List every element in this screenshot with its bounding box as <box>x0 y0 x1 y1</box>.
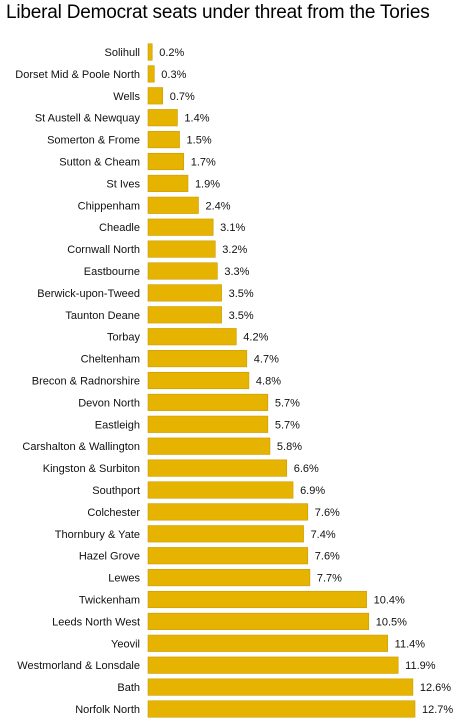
category-label: Lewes <box>108 573 140 585</box>
category-label: Westmorland & Lonsdale <box>17 660 140 672</box>
value-label: 3.5% <box>229 310 254 322</box>
bar <box>147 634 388 652</box>
bar <box>147 612 370 630</box>
value-label: 4.7% <box>254 354 279 366</box>
category-label: Eastbourne <box>84 266 140 278</box>
value-label: 5.7% <box>275 419 300 431</box>
bar <box>147 393 269 411</box>
category-label: Eastleigh <box>95 419 140 431</box>
bar <box>147 196 199 214</box>
bar <box>147 43 153 61</box>
category-label: Brecon & Radnorshire <box>32 376 140 388</box>
bar <box>147 569 311 587</box>
category-label: Devon North <box>78 397 140 409</box>
bar <box>147 547 309 565</box>
category-label: Leeds North West <box>52 616 140 628</box>
value-label: 5.7% <box>275 397 300 409</box>
value-label: 3.1% <box>220 222 245 234</box>
category-label: Twickenham <box>79 595 140 607</box>
value-label: 7.4% <box>311 529 336 541</box>
bar <box>147 678 414 696</box>
category-label: Kingston & Surbiton <box>43 463 140 475</box>
value-label: 7.7% <box>317 573 342 585</box>
value-label: 11.9% <box>405 660 436 672</box>
category-label: Norfolk North <box>75 704 140 716</box>
category-label: Wells <box>113 91 140 103</box>
bar <box>147 656 399 674</box>
value-label: 0.2% <box>159 47 184 59</box>
bar <box>147 481 294 499</box>
bar <box>147 459 288 477</box>
bar <box>147 87 164 105</box>
category-label: Sutton & Cheam <box>59 157 140 169</box>
category-label: Cheadle <box>99 222 140 234</box>
bar <box>147 350 248 368</box>
bar <box>147 284 222 302</box>
bar <box>147 371 250 390</box>
category-label: Taunton Deane <box>65 310 140 322</box>
bar <box>147 109 178 127</box>
value-label: 10.4% <box>374 595 405 607</box>
value-label: 7.6% <box>315 551 340 563</box>
category-label: Yeovil <box>111 638 140 650</box>
value-label: 0.3% <box>161 69 186 81</box>
category-label: Colchester <box>87 507 140 519</box>
bar <box>147 262 218 280</box>
category-label: Carshalton & Wallington <box>22 441 140 453</box>
bar <box>147 65 155 83</box>
category-label: Cornwall North <box>67 244 140 256</box>
value-label: 4.2% <box>243 332 268 344</box>
value-label: 12.7% <box>422 704 453 716</box>
bar <box>147 590 367 609</box>
category-label: Dorset Mid & Poole North <box>15 69 140 81</box>
category-label: St Ives <box>106 178 140 190</box>
category-label: Torbay <box>107 332 141 344</box>
bar <box>147 525 304 543</box>
value-label: 3.2% <box>222 244 247 256</box>
value-label: 1.4% <box>184 113 209 125</box>
chart-title: Liberal Democrat seats under threat from… <box>6 2 430 23</box>
bar <box>147 306 222 324</box>
value-label: 6.9% <box>300 485 325 497</box>
value-label: 5.8% <box>277 441 302 453</box>
category-label: Berwick-upon-Tweed <box>37 288 140 300</box>
bar <box>147 152 185 171</box>
category-label: Solihull <box>105 47 140 59</box>
bar <box>147 700 416 718</box>
bar <box>147 131 180 149</box>
category-label: Bath <box>117 682 140 694</box>
bar <box>147 240 216 258</box>
value-label: 0.7% <box>170 91 195 103</box>
bar <box>147 437 271 455</box>
category-label: Cheltenham <box>81 354 140 366</box>
category-label: Southport <box>92 485 140 497</box>
value-label: 12.6% <box>420 682 451 694</box>
value-label: 4.8% <box>256 376 281 388</box>
category-label: Somerton & Frome <box>47 135 140 147</box>
category-label: St Austell & Newquay <box>35 113 141 125</box>
value-label: 7.6% <box>315 507 340 519</box>
value-label: 2.4% <box>205 200 230 212</box>
value-label: 1.7% <box>191 157 216 169</box>
bar <box>147 174 189 192</box>
category-label: Hazel Grove <box>79 551 140 563</box>
value-label: 11.4% <box>395 638 426 650</box>
bar <box>147 415 269 433</box>
bar <box>147 503 309 521</box>
value-label: 1.5% <box>187 135 212 147</box>
bar <box>147 328 237 346</box>
value-label: 10.5% <box>376 616 407 628</box>
bar <box>147 218 214 236</box>
value-label: 1.9% <box>195 178 220 190</box>
value-label: 6.6% <box>294 463 319 475</box>
value-label: 3.3% <box>224 266 249 278</box>
category-label: Chippenham <box>78 200 140 212</box>
value-label: 3.5% <box>229 288 254 300</box>
category-label: Thornbury & Yate <box>55 529 140 541</box>
